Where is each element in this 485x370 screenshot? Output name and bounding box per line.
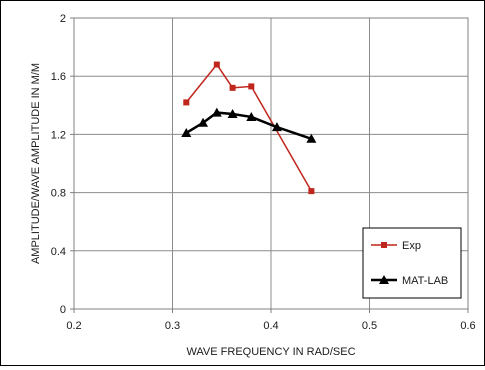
- legend-label: Exp: [402, 240, 421, 252]
- legend-item: MAT-LAB: [371, 275, 448, 287]
- legend-label: MAT-LAB: [402, 275, 448, 287]
- y-tick-label: 2: [60, 13, 66, 25]
- y-tick-label: 1.6: [51, 71, 66, 83]
- series-mat-lab: [181, 107, 317, 143]
- data-point-triangle: [246, 111, 257, 121]
- legend-box: [362, 227, 462, 299]
- legend: Exp MAT-LAB: [362, 227, 462, 299]
- x-tick-label: 0.2: [66, 320, 81, 332]
- x-axis-title: WAVE FREQUENCY IN RAD/SEC: [186, 346, 355, 358]
- data-point-square: [308, 188, 315, 195]
- data-point-triangle: [181, 127, 192, 137]
- series-layer: [181, 61, 317, 195]
- x-tick-label: 0.3: [165, 320, 180, 332]
- data-point-square: [213, 61, 220, 68]
- legend-marker-square: [381, 242, 387, 248]
- x-tick-label: 0.5: [362, 320, 377, 332]
- y-tick-label: 1.2: [51, 129, 66, 141]
- data-point-triangle: [198, 117, 209, 127]
- data-point-square: [248, 83, 255, 90]
- data-point-triangle: [211, 107, 222, 117]
- y-tick-label: 0.8: [51, 188, 66, 200]
- data-point-square: [183, 99, 190, 106]
- series-exp: [183, 61, 315, 195]
- y-axis-title: AMPLITUDE/WAVE AMPLITUDE IN M/M: [30, 63, 42, 264]
- plot-area-border: [73, 17, 469, 310]
- data-point-triangle: [306, 133, 317, 143]
- tick-labels: 0 0.4 0.8 1.2 1.6 2 0.2 0.3 0.4 0.5 0.6: [51, 13, 476, 332]
- y-tick-label: 0.4: [51, 246, 66, 258]
- x-tick-label: 0.6: [460, 320, 475, 332]
- x-tick-label: 0.4: [263, 320, 278, 332]
- data-point-triangle: [271, 122, 282, 132]
- line-chart: 0 0.4 0.8 1.2 1.6 2 0.2 0.3 0.4 0.5 0.6 WAVE FREQU…: [30, 13, 476, 358]
- y-tick-label: 0: [60, 304, 66, 316]
- legend-marker-triangle: [379, 275, 389, 284]
- legend-item: Exp: [371, 240, 421, 252]
- data-point-triangle: [227, 109, 238, 119]
- data-point-square: [229, 84, 236, 91]
